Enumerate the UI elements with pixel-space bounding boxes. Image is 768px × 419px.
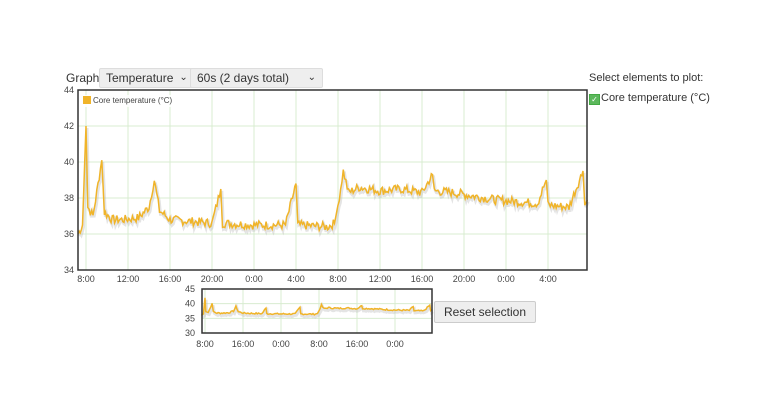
overview-x-tick-label: 8:00 xyxy=(196,339,214,349)
main-y-tick-label: 40 xyxy=(64,157,74,167)
overview-x-tick-label: 16:00 xyxy=(346,339,369,349)
main-plot-frame xyxy=(77,89,588,271)
overview-y-tick-label: 35 xyxy=(185,313,195,323)
main-y-tick-label: 42 xyxy=(64,121,74,131)
main-x-tick-label: 8:00 xyxy=(77,274,95,284)
graph-select-value: Temperature xyxy=(106,71,174,85)
overview-series-line xyxy=(200,297,433,316)
legend-label: Core temperature (°C) xyxy=(93,96,173,105)
chevron-down-icon: ⌄ xyxy=(179,72,188,83)
graph-label: Graph: xyxy=(66,71,103,85)
main-y-tick-label: 36 xyxy=(64,229,74,239)
selector-item-label: Core temperature (°C) xyxy=(601,92,710,104)
selector-item[interactable]: ✓ Core temperature (°C) xyxy=(589,92,710,105)
main-x-tick-label: 16:00 xyxy=(159,274,182,284)
interval-select-value: 60s (2 days total) xyxy=(197,71,290,85)
main-x-tick-label: 8:00 xyxy=(329,274,347,284)
selector-title: Select elements to plot: xyxy=(589,72,704,84)
main-x-tick-label: 0:00 xyxy=(497,274,515,284)
overview-x-tick-label: 0:00 xyxy=(386,339,404,349)
overview-y-tick-label: 30 xyxy=(185,328,195,338)
main-y-tick-label: 34 xyxy=(64,265,74,275)
main-x-tick-label: 12:00 xyxy=(369,274,392,284)
main-x-tick-label: 12:00 xyxy=(117,274,140,284)
main-x-tick-label: 4:00 xyxy=(287,274,305,284)
overview-y-tick-label: 45 xyxy=(185,284,195,294)
checkbox-checked-icon[interactable]: ✓ xyxy=(589,94,600,105)
chevron-down-icon: ⌄ xyxy=(307,72,316,83)
overview-y-tick-label: 40 xyxy=(185,299,195,309)
overview-plot-frame[interactable] xyxy=(201,288,433,334)
overview-series-shadow xyxy=(201,299,434,319)
overview-x-tick-label: 16:00 xyxy=(232,339,255,349)
main-x-tick-label: 20:00 xyxy=(453,274,476,284)
main-x-tick-label: 16:00 xyxy=(411,274,434,284)
legend-box xyxy=(81,95,174,107)
legend-swatch xyxy=(83,96,91,104)
main-y-tick-label: 44 xyxy=(64,85,74,95)
overview-x-tick-label: 8:00 xyxy=(310,339,328,349)
main-x-tick-label: 0:00 xyxy=(245,274,263,284)
main-x-tick-label: 4:00 xyxy=(539,274,557,284)
main-y-tick-label: 38 xyxy=(64,193,74,203)
graph-select[interactable]: Temperature ⌄ xyxy=(99,68,195,88)
overview-x-tick-label: 0:00 xyxy=(272,339,290,349)
reset-selection-button[interactable]: Reset selection xyxy=(434,301,536,323)
element-selector: Select elements to plot: ✓ Core temperatu… xyxy=(589,72,710,105)
interval-select[interactable]: 60s (2 days total) ⌄ xyxy=(190,68,323,88)
main-series-line xyxy=(77,125,589,235)
main-x-tick-label: 20:00 xyxy=(201,274,224,284)
